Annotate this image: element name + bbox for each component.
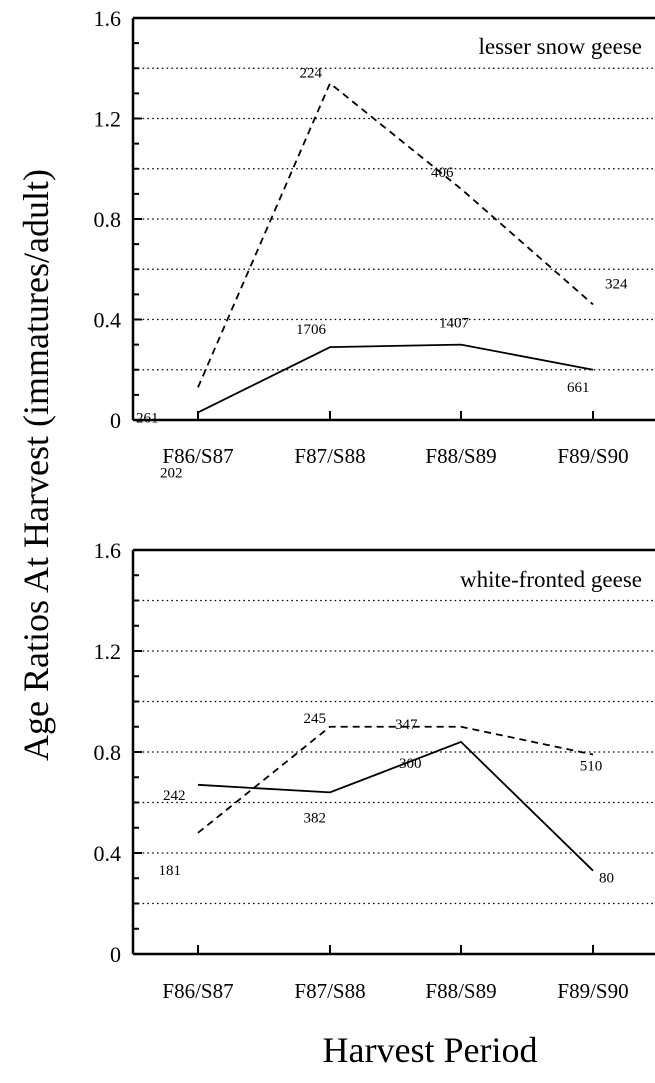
data-label-dashed-2: 406 xyxy=(431,165,454,181)
data-label-solid-0: 242 xyxy=(163,788,186,804)
x-tick-label-f89-s90: F89/S90 xyxy=(557,444,628,468)
x-tick-label-f87-s88: F87/S88 xyxy=(294,979,365,1003)
data-label-dashed-3: 510 xyxy=(580,759,603,775)
y-tick-label: 1.6 xyxy=(94,538,122,563)
x-tick-label-f87-s88: F87/S88 xyxy=(294,444,365,468)
data-label-dashed-0: 202 xyxy=(160,465,183,481)
y-tick-label: 0.4 xyxy=(94,841,122,866)
y-tick-label: 1.6 xyxy=(94,6,122,31)
x-tick-label-f86-s87: F86/S87 xyxy=(162,444,233,468)
data-label-solid-1: 1706 xyxy=(296,322,327,338)
x-tick-label-f89-s90: F89/S90 xyxy=(557,979,628,1003)
series-line-solid xyxy=(197,343,594,414)
data-label-solid-2: 1407 xyxy=(439,316,470,332)
data-label-solid-1: 382 xyxy=(304,810,327,826)
data-label-dashed-2: 347 xyxy=(395,717,418,733)
y-tick-label: 0.4 xyxy=(94,308,122,333)
data-label-solid-3: 80 xyxy=(599,871,614,887)
chart-panel-white-fronted-geese: 0 0.4 0.8 1.2 1.6 F86/S87 F87/S88 F88/S89 F89/S9… xyxy=(94,538,655,1003)
panel-title: lesser snow geese xyxy=(478,34,642,59)
y-tick-label: 0.8 xyxy=(94,207,122,232)
y-tick-label: 0 xyxy=(110,942,121,967)
y-axis-title: Age Ratios At Harvest (immatures/adult) xyxy=(16,169,56,761)
x-tick-label-f88-s89: F88/S89 xyxy=(425,979,496,1003)
data-label-solid-2: 300 xyxy=(399,756,422,772)
y-tick-label: 0 xyxy=(110,408,121,433)
y-tick-label: 1.2 xyxy=(94,639,122,664)
data-label-solid-3: 661 xyxy=(567,380,590,396)
x-axis-title: Harvest Period xyxy=(323,1030,538,1070)
y-tick-label: 0.8 xyxy=(94,740,122,765)
x-tick-label-f88-s89: F88/S89 xyxy=(425,444,496,468)
data-label-dashed-0: 181 xyxy=(159,863,182,879)
x-tick-label-f86-s87: F86/S87 xyxy=(162,979,233,1003)
data-label-dashed-3: 324 xyxy=(605,276,628,292)
series-line-dashed xyxy=(197,81,594,388)
chart-panel-lesser-snow-geese: 0 0.4 0.8 1.2 1.6 F86/S87 F87/S88 F88/S89 F89/S9… xyxy=(94,6,655,481)
y-tick-label: 1.2 xyxy=(94,107,122,132)
data-label-dashed-1: 245 xyxy=(304,711,327,727)
data-label-dashed-1: 224 xyxy=(300,65,323,81)
panel-title: white-fronted geese xyxy=(460,567,642,592)
series-line-dashed xyxy=(197,725,594,834)
series-line-solid xyxy=(197,740,594,872)
data-label-solid-0: 261 xyxy=(136,410,159,426)
